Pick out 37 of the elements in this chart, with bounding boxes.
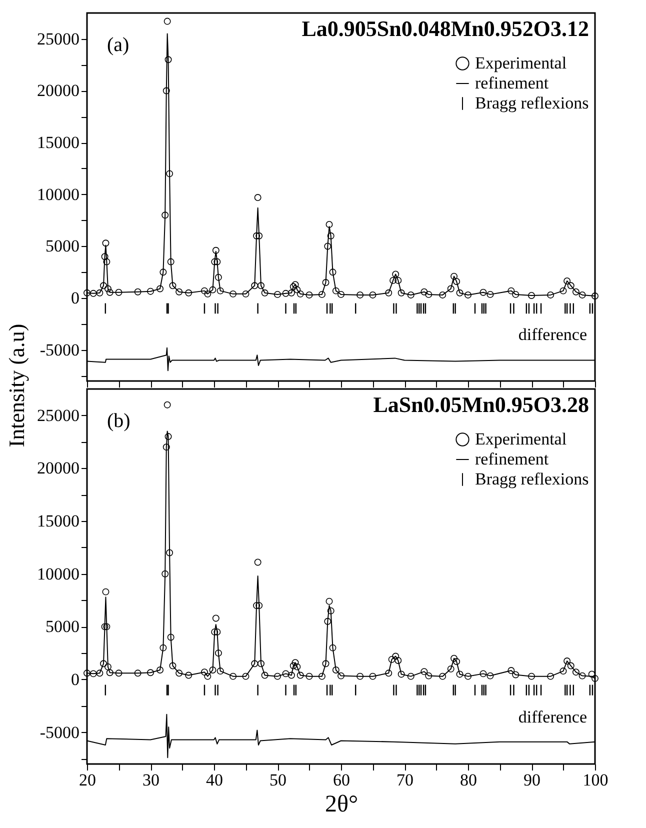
legend-title: LaSn0.05Mn0.95O3.28 — [373, 392, 589, 417]
y-tick-label: 20000 — [37, 81, 80, 100]
y-tick-label: 25000 — [37, 29, 80, 48]
x-tick-label: 30 — [142, 770, 160, 790]
annotation: (b) — [107, 410, 130, 432]
y-tick-label: 10000 — [37, 564, 80, 584]
x-tick-label: 60 — [333, 770, 350, 790]
legend-label: Experimental — [475, 54, 567, 72]
legend-title: La0.905Sn0.048Mn0.952O3.12 — [302, 16, 589, 41]
legend-label: refinement — [475, 450, 549, 468]
y-tick-label: 15000 — [37, 133, 80, 152]
annotation: (a) — [107, 34, 130, 56]
y-axis-title: Intensity (a.u) — [4, 324, 29, 448]
y-tick-label: 20000 — [37, 458, 80, 478]
x-tick-label: 90 — [524, 770, 540, 790]
x-tick-label: 40 — [206, 770, 223, 790]
y-tick-label: 0 — [71, 670, 80, 689]
legend-label: refinement — [475, 74, 549, 92]
x-axis-title: 2θ° — [324, 792, 358, 818]
y-tick-label: 5000 — [46, 617, 80, 636]
y-tick-label: -5000 — [40, 340, 80, 360]
annotation: difference — [518, 708, 587, 726]
y-tick-label: 10000 — [37, 184, 80, 204]
y-tick-label: 0 — [71, 288, 80, 308]
x-tick-label: 50 — [270, 770, 286, 790]
x-tick-label: 80 — [460, 770, 477, 790]
legend-label: Experimental — [475, 430, 567, 448]
x-tick-label: 70 — [396, 770, 414, 790]
y-tick-label: 15000 — [37, 512, 80, 531]
y-tick-label: 5000 — [46, 236, 80, 256]
x-tick-label: 100 — [582, 770, 608, 790]
legend-label: Bragg reflexions — [475, 94, 589, 112]
legend-label: Bragg reflexions — [475, 470, 589, 488]
x-tick-label: 20 — [79, 770, 96, 790]
y-tick-label: 25000 — [37, 406, 80, 425]
annotation: difference — [518, 325, 587, 344]
y-tick-label: -5000 — [40, 722, 80, 742]
